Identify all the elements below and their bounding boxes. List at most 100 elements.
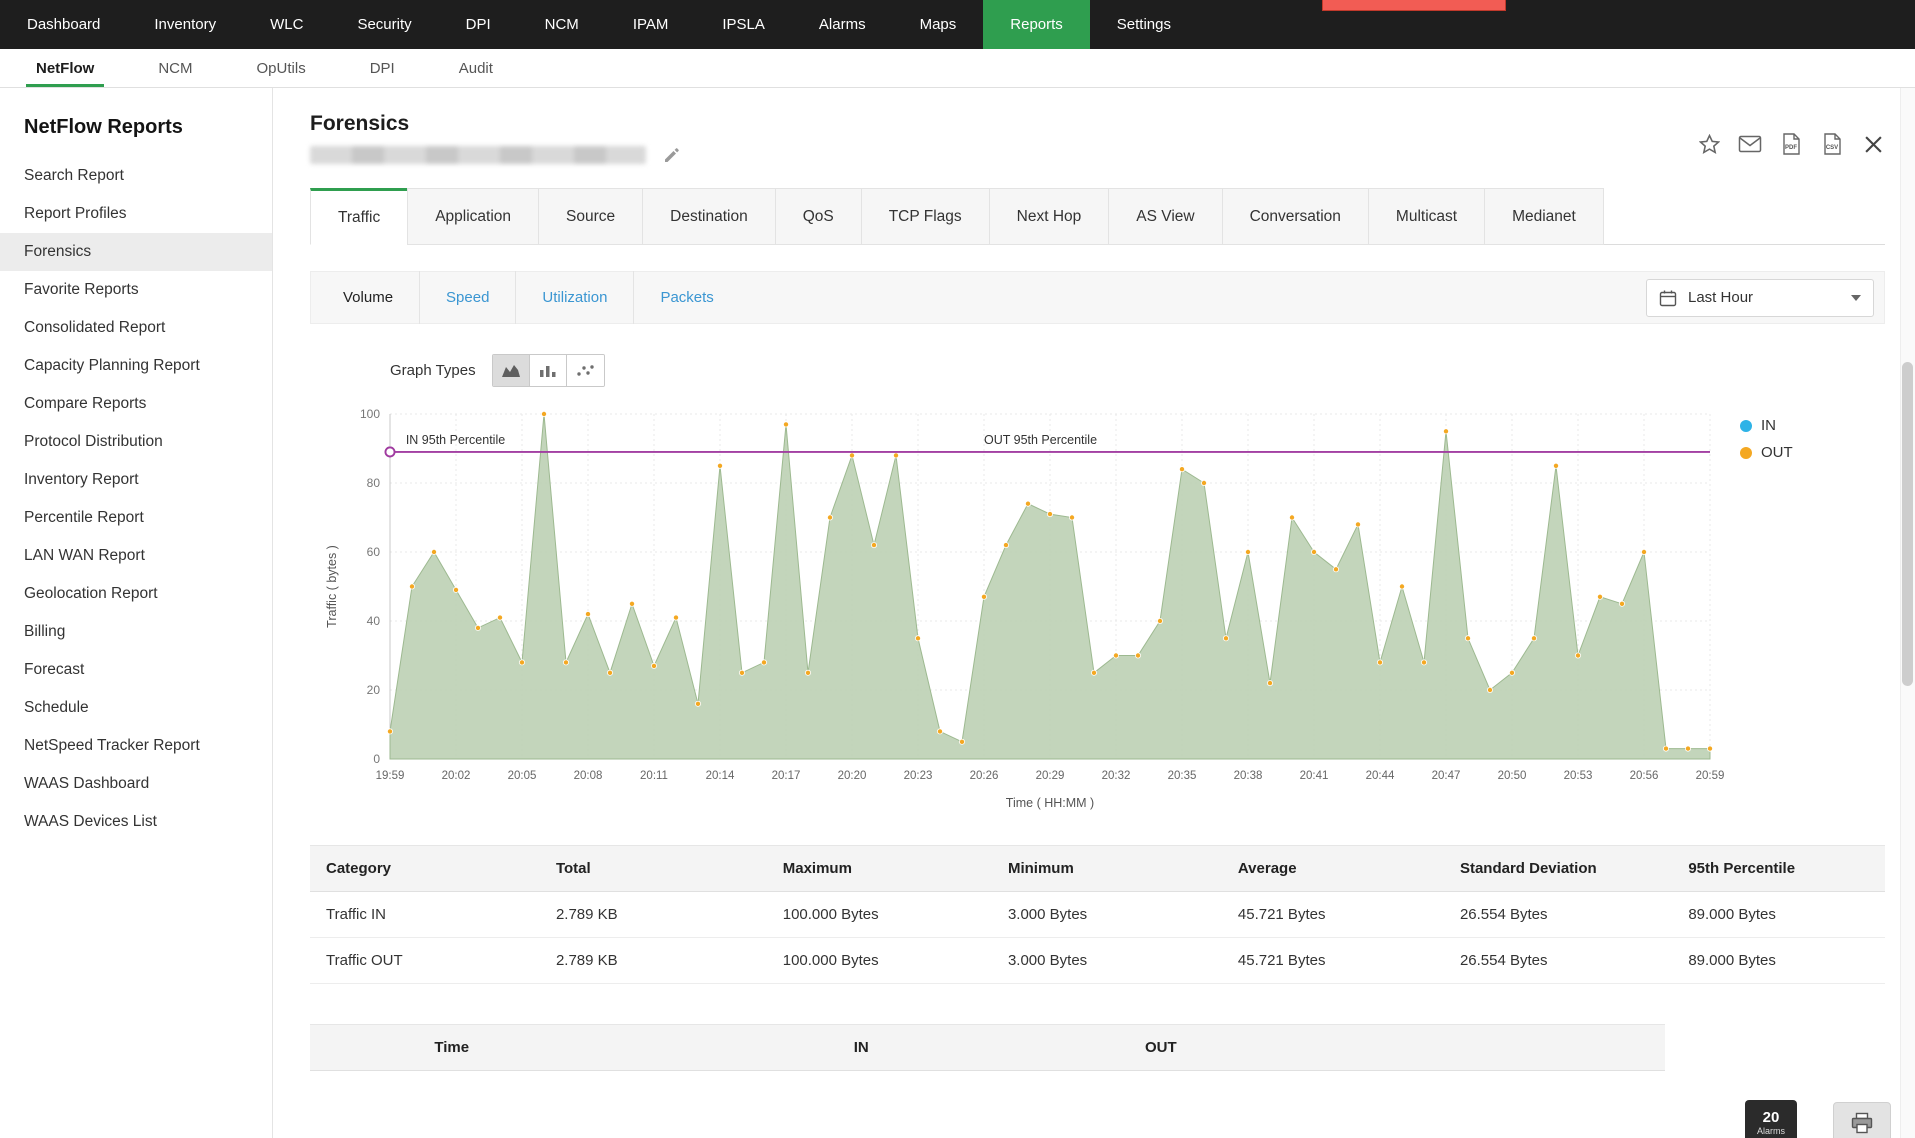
sidebar-item[interactable]: Forecast	[24, 661, 85, 678]
sidebar-item[interactable]: Consolidated Report	[24, 319, 166, 336]
detail-column-header[interactable]: OUT	[1129, 1024, 1665, 1071]
time-range-value: Last Hour	[1688, 289, 1754, 306]
report-tab[interactable]: Medianet	[1484, 188, 1604, 245]
detail-column-header[interactable]: IN	[593, 1024, 1129, 1071]
scrollbar-thumb[interactable]	[1902, 362, 1913, 686]
topnav-item[interactable]: IPAM	[632, 16, 669, 33]
sidebar-item[interactable]: LAN WAN Report	[24, 547, 145, 564]
legend-item-in[interactable]: IN	[1740, 417, 1793, 434]
summary-column-header[interactable]: Maximum	[766, 845, 992, 892]
report-tab[interactable]: TCP Flags	[860, 188, 990, 245]
topnav-item[interactable]: IPSLA	[722, 16, 765, 33]
favorite-star-icon[interactable]	[1697, 132, 1721, 156]
scrollbar-track[interactable]	[1900, 88, 1915, 1138]
sidebar-item[interactable]: Search Report	[24, 167, 124, 184]
metric-tab[interactable]: Packets	[660, 289, 714, 306]
report-tab[interactable]: AS View	[1108, 188, 1223, 245]
topnav-item[interactable]: NCM	[544, 16, 579, 33]
graph-types-label: Graph Types	[390, 362, 476, 379]
topnav-item[interactable]: Security	[357, 16, 412, 33]
summary-column-header[interactable]: Average	[1221, 845, 1444, 892]
sidebar-item[interactable]: Report Profiles	[24, 205, 127, 222]
notification-toast[interactable]	[1322, 0, 1506, 11]
module-tab[interactable]: NCM	[158, 59, 193, 77]
sidebar-item[interactable]: NetSpeed Tracker Report	[24, 737, 200, 754]
report-tab[interactable]: QoS	[774, 188, 862, 245]
report-tab[interactable]: Destination	[642, 188, 776, 245]
summary-column-header[interactable]: 95th Percentile	[1672, 845, 1885, 892]
alarms-badge[interactable]: 20 Alarms	[1745, 1100, 1797, 1138]
topnav-item[interactable]: Reports	[983, 0, 1090, 49]
redacted-subtitle	[310, 146, 646, 164]
time-range-select[interactable]: Last Hour	[1646, 278, 1874, 317]
summary-column-header[interactable]: Total	[539, 845, 767, 892]
sidebar-item[interactable]: Capacity Planning Report	[24, 357, 200, 374]
summary-column-header[interactable]: Category	[310, 845, 540, 892]
metric-tab[interactable]: Speed	[420, 271, 517, 324]
sidebar-item[interactable]: Billing	[24, 623, 66, 640]
module-tab[interactable]: OpUtils	[256, 59, 306, 77]
topnav-item[interactable]: Alarms	[818, 16, 866, 33]
topnav-item[interactable]: Dashboard	[27, 16, 101, 33]
svg-text:20:44: 20:44	[1366, 770, 1395, 782]
report-tab[interactable]: Multicast	[1367, 188, 1486, 245]
sidebar-item[interactable]: Geolocation Report	[24, 585, 158, 602]
average-cell: 45.721 Bytes	[1221, 891, 1444, 938]
print-button[interactable]	[1833, 1102, 1891, 1138]
percentile-cell: 89.000 Bytes	[1672, 891, 1885, 938]
svg-text:Time ( HH:MM ): Time ( HH:MM )	[1006, 796, 1094, 810]
metric-tab[interactable]: Volume	[317, 271, 421, 324]
topnav-item[interactable]: Inventory	[154, 16, 217, 33]
report-tab[interactable]: Source	[538, 188, 644, 245]
metric-tab[interactable]: Utilization	[516, 271, 635, 324]
sidebar-item[interactable]: WAAS Devices List	[24, 813, 157, 830]
report-tab[interactable]: Next Hop	[988, 188, 1110, 245]
traffic-area-chart: 0 20 40 60 80 100 19:59 20:02 20:05 20:08 20:11 20:…	[325, 407, 1724, 810]
chevron-down-icon	[1851, 294, 1861, 301]
svg-text:20:11: 20:11	[640, 770, 668, 782]
svg-text:20:29: 20:29	[1036, 770, 1065, 782]
graph-type-area-button[interactable]	[492, 355, 530, 386]
topnav-item[interactable]: Settings	[1116, 16, 1171, 33]
graph-type-bar-button[interactable]	[529, 355, 567, 386]
sidebar-item[interactable]: Inventory Report	[24, 471, 139, 488]
sidebar-item[interactable]: Protocol Distribution	[24, 433, 163, 450]
sidebar-item[interactable]: WAAS Dashboard	[24, 775, 150, 792]
sidebar-item[interactable]: Percentile Report	[24, 509, 144, 526]
detail-column-header[interactable]: Time	[310, 1024, 594, 1071]
graph-type-scatter-button[interactable]	[566, 355, 604, 386]
category-cell: Traffic IN	[310, 891, 540, 938]
maximum-cell: 100.000 Bytes	[766, 891, 992, 938]
sidebar-item[interactable]: Schedule	[24, 699, 89, 716]
svg-text:Traffic ( bytes ): Traffic ( bytes )	[325, 545, 339, 628]
report-tab-bar: Traffic Application Source Destination Q…	[310, 188, 1885, 245]
svg-text:20:20: 20:20	[838, 770, 867, 782]
summary-column-header[interactable]: Standard Deviation	[1443, 845, 1673, 892]
traffic-detail-table: Time IN OUT	[310, 1024, 1885, 1071]
module-tab[interactable]: DPI	[369, 59, 395, 77]
export-csv-icon[interactable]: CSV	[1820, 132, 1844, 156]
graph-types-row: Graph Types	[390, 354, 1885, 387]
sidebar-item[interactable]: Favorite Reports	[24, 281, 139, 298]
summary-column-header[interactable]: Minimum	[991, 845, 1222, 892]
legend-item-out[interactable]: OUT	[1740, 444, 1793, 461]
sidebar-item[interactable]: Compare Reports	[24, 395, 147, 412]
topnav-item[interactable]: Maps	[919, 16, 957, 33]
sidebar-item[interactable]: Forensics	[0, 233, 272, 271]
svg-text:20:38: 20:38	[1234, 770, 1263, 782]
percentile-cell: 89.000 Bytes	[1672, 937, 1885, 984]
stddev-cell: 26.554 Bytes	[1443, 891, 1673, 938]
module-tab[interactable]: NetFlow	[4, 49, 126, 87]
email-icon[interactable]	[1738, 132, 1762, 156]
report-tab[interactable]: Traffic	[310, 188, 409, 245]
table-row: Traffic IN 2.789 KB 100.000 Bytes 3.000 …	[310, 891, 1885, 938]
export-pdf-icon[interactable]: PDF	[1779, 132, 1803, 156]
module-tab[interactable]: Audit	[458, 59, 493, 77]
report-tab[interactable]: Application	[407, 188, 540, 245]
svg-text:PDF: PDF	[1785, 145, 1797, 151]
topnav-item[interactable]: WLC	[270, 16, 304, 33]
edit-pencil-icon[interactable]	[660, 143, 684, 167]
report-tab[interactable]: Conversation	[1221, 188, 1369, 245]
close-icon[interactable]	[1861, 132, 1885, 156]
topnav-item[interactable]: DPI	[465, 16, 491, 33]
